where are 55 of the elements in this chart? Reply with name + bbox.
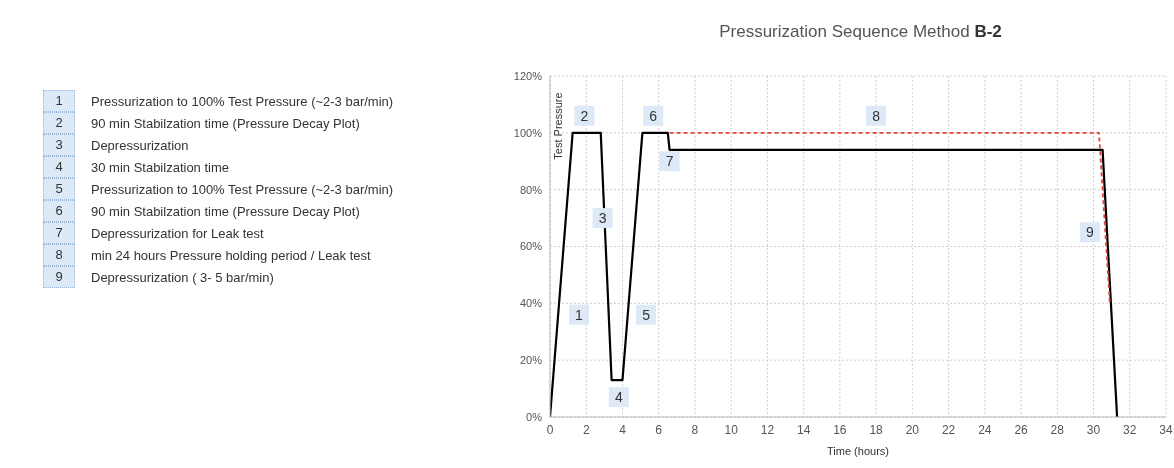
x-tick-label: 34 xyxy=(1159,422,1173,437)
y-tick-label: 100% xyxy=(513,126,543,139)
text: 1 xyxy=(55,93,63,108)
annotation: 5 xyxy=(642,306,651,323)
x-tick-label: 10 xyxy=(724,422,739,437)
y-tick-label: 80% xyxy=(519,183,543,196)
text: 7 xyxy=(55,225,63,240)
x-tick-label: 16 xyxy=(833,422,847,437)
text: Depressurization xyxy=(91,137,189,153)
x-tick-label: 26 xyxy=(1014,422,1029,437)
text: 3 xyxy=(55,137,63,152)
x-tick-label: 6 xyxy=(655,422,663,437)
annotation: 3 xyxy=(598,210,607,227)
x-tick-label: 14 xyxy=(796,422,811,437)
annotation: 8 xyxy=(872,107,881,124)
x-tick-label: 24 xyxy=(978,422,992,437)
y-tick-label: 0% xyxy=(526,410,543,423)
x-tick-label: 30 xyxy=(1086,422,1101,437)
y-tick-label: 40% xyxy=(519,297,543,310)
x-tick-label: 2 xyxy=(582,422,590,437)
text: 8 xyxy=(55,247,63,262)
text: 5 xyxy=(55,181,63,196)
text: 9 xyxy=(55,269,63,284)
text: 2 xyxy=(55,115,63,130)
chart-title: Pressurization Sequence Method B-2 xyxy=(718,22,1003,42)
x-tick-label: 4 xyxy=(619,422,627,437)
x-tick-label: 28 xyxy=(1050,422,1065,437)
y-axis-title: Test Pressure xyxy=(552,92,564,160)
x-tick-label: 32 xyxy=(1123,422,1137,437)
text: min 24 hours Pressure holding period / Leak test xyxy=(91,247,371,263)
y-tick-label: 120% xyxy=(513,69,543,82)
text: Depressurization ( 3- 5 bar/min) xyxy=(91,269,274,285)
x-tick-label: 8 xyxy=(691,422,699,437)
text: 4 xyxy=(55,159,63,174)
text: 90 min Stabilzation time (Pressure Decay Plot) xyxy=(91,115,360,131)
x-tick-label: 18 xyxy=(869,422,884,437)
annotation: 6 xyxy=(649,107,658,124)
text: Pressurization to 100% Test Pressure (~2-3 bar/min) xyxy=(91,93,394,109)
y-tick-label: 20% xyxy=(519,354,543,367)
annotation: 7 xyxy=(665,153,674,170)
text: 90 min Stabilzation time (Pressure Decay Plot) xyxy=(91,203,360,219)
y-tick-label: 60% xyxy=(519,240,543,253)
x-tick-label: 22 xyxy=(941,422,956,437)
x-tick-label: 20 xyxy=(905,422,920,437)
annotation: 9 xyxy=(1086,224,1095,241)
annotation: 4 xyxy=(614,389,623,406)
annotation: 2 xyxy=(580,107,589,124)
x-tick-label: 12 xyxy=(760,422,775,437)
text: 30 min Stabilzation time xyxy=(91,159,230,175)
text: 6 xyxy=(55,203,63,218)
text: Pressurization to 100% Test Pressure (~2-3 bar/min) xyxy=(91,181,394,197)
annotation: 1 xyxy=(575,306,584,323)
x-tick-label: 0 xyxy=(546,422,554,437)
x-axis-title: Time (hours) xyxy=(827,445,889,457)
text: Depressurization for Leak test xyxy=(91,225,264,241)
